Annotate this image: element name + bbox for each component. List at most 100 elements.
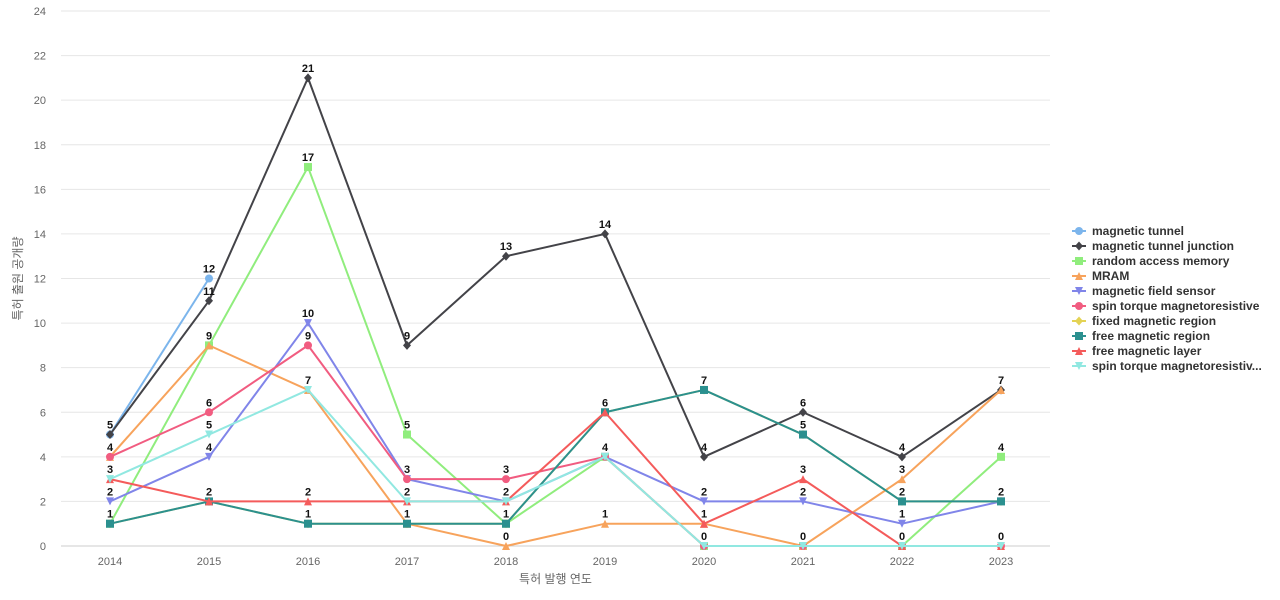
legend-item[interactable]: spin torque magnetoresistiv... — [1072, 359, 1262, 373]
data-point — [700, 452, 708, 462]
y-tick-label: 20 — [34, 95, 46, 107]
data-point — [898, 519, 906, 528]
data-point — [898, 542, 906, 550]
data-label: 0 — [503, 531, 509, 543]
x-tick-label: 2021 — [791, 556, 815, 568]
data-label: 1 — [404, 509, 410, 521]
series-group — [106, 274, 213, 439]
data-point — [205, 452, 213, 461]
data-point — [898, 452, 906, 462]
data-point — [601, 519, 609, 528]
data-label: 2 — [305, 486, 311, 498]
data-point — [700, 519, 708, 528]
data-label: 0 — [701, 531, 707, 543]
data-point — [502, 542, 510, 550]
legend-item[interactable]: free magnetic layer — [1072, 344, 1202, 358]
data-label: 21 — [302, 63, 314, 75]
legend-symbol — [1075, 227, 1083, 235]
y-tick-label: 14 — [34, 229, 46, 241]
data-label: 1 — [899, 509, 905, 521]
data-point — [700, 497, 708, 506]
data-label: 13 — [500, 241, 512, 253]
data-point — [403, 497, 411, 506]
x-axis-title: 특허 발행 연도 — [519, 571, 592, 586]
legend-item[interactable]: free magnetic region — [1072, 329, 1210, 343]
data-label: 4 — [107, 442, 114, 454]
legend-label: magnetic field sensor — [1092, 284, 1216, 298]
data-point — [502, 497, 510, 506]
y-tick-label: 8 — [40, 363, 46, 375]
data-point — [700, 542, 708, 550]
data-label: 4 — [899, 442, 906, 454]
data-labels: 5432112119654221171097219532113321014641… — [107, 63, 1005, 543]
legend-item[interactable]: magnetic tunnel — [1072, 224, 1184, 238]
series-line — [109, 411, 1001, 547]
y-axis-title: 특허 출원 공개량 — [11, 237, 25, 321]
legend-label: magnetic tunnel junction — [1092, 239, 1234, 253]
y-tick-label: 10 — [34, 318, 46, 330]
data-label: 14 — [599, 219, 612, 231]
legend-item[interactable]: magnetic field sensor — [1072, 284, 1216, 298]
y-tick-label: 18 — [34, 140, 46, 152]
data-point — [304, 73, 312, 83]
series-group — [106, 385, 1005, 550]
data-label: 1 — [602, 509, 608, 521]
legend-item[interactable]: fixed magnetic region — [1072, 314, 1216, 328]
legend-symbol — [1075, 287, 1083, 295]
x-tick-label: 2023 — [989, 556, 1013, 568]
data-point — [304, 497, 312, 506]
data-point — [997, 385, 1005, 394]
legend-item[interactable]: random access memory — [1072, 254, 1230, 268]
y-tick-label: 24 — [34, 6, 46, 18]
data-point — [799, 430, 807, 439]
series-line — [109, 388, 1001, 525]
legend-label: magnetic tunnel — [1092, 224, 1184, 238]
y-tick-label: 2 — [40, 496, 46, 508]
legend-symbol — [1075, 241, 1083, 251]
legend-item[interactable]: MRAM — [1072, 269, 1129, 283]
data-label: 4 — [701, 442, 708, 454]
data-label: 2 — [800, 486, 806, 498]
data-label: 1 — [503, 509, 509, 521]
data-point — [799, 475, 807, 484]
data-label: 2 — [206, 486, 212, 498]
x-tick-label: 2016 — [296, 556, 320, 568]
data-label: 7 — [305, 375, 311, 387]
legend-item[interactable]: spin torque magnetoresistive — [1072, 299, 1260, 313]
x-tick-label: 2020 — [692, 556, 716, 568]
data-point — [205, 430, 213, 439]
data-point — [799, 542, 807, 550]
data-point — [601, 452, 609, 461]
data-label: 1 — [701, 509, 707, 521]
data-point — [898, 475, 906, 484]
data-label: 11 — [203, 286, 215, 298]
data-point — [205, 341, 213, 350]
legend-symbol — [1075, 347, 1083, 355]
data-label: 1 — [305, 509, 311, 521]
x-tick-label: 2015 — [197, 556, 221, 568]
data-point — [403, 475, 411, 484]
data-point — [304, 519, 312, 528]
data-label: 7 — [701, 375, 707, 387]
data-point — [106, 519, 114, 528]
data-label: 9 — [404, 330, 410, 342]
series-line — [109, 277, 210, 436]
data-point — [601, 229, 609, 239]
x-tick-label: 2022 — [890, 556, 914, 568]
series-group — [106, 319, 1005, 528]
legend-symbol — [1075, 302, 1083, 310]
data-point — [304, 385, 312, 394]
series-group — [106, 341, 1005, 550]
data-label: 9 — [305, 330, 311, 342]
data-label: 3 — [899, 464, 905, 476]
data-label: 4 — [206, 442, 213, 454]
legend-item[interactable]: magnetic tunnel junction — [1072, 239, 1234, 253]
data-point — [502, 475, 510, 484]
data-label: 5 — [404, 420, 410, 432]
legend-label: free magnetic region — [1092, 329, 1210, 343]
x-axis-ticks: 2014 2015 2016 2017 2018 2019 2020 2021 2022 2023 — [98, 556, 1013, 568]
data-point — [799, 497, 807, 506]
data-point — [304, 341, 312, 350]
